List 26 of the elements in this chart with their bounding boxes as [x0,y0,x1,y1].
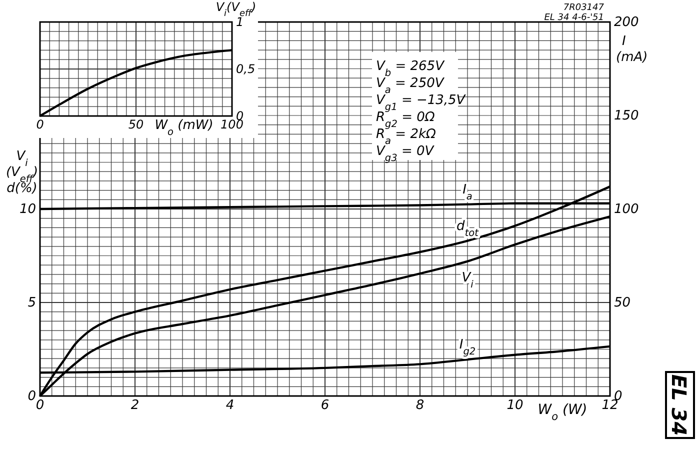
y-tick-label: 10 [19,202,36,218]
x-axis-title: W$_{o}$ (mW) [154,118,214,138]
series-label: I$_{g2}$ [459,338,476,358]
annotation: EL 34 4-6-'51 [544,13,604,23]
x-tick-label: 10 [506,398,524,414]
annotation: V$_{b}$ = 265V [376,59,446,78]
annotation: V$_{g3}$ = 0V [376,144,435,164]
y2-axis-title: I (mA) [616,34,648,65]
x-tick-label: 2 [130,398,140,414]
x-tick-label: 8 [416,398,424,414]
text: EL 34 [667,374,691,436]
y2-tick-label: 100 [614,202,639,218]
annotation: V$_{a}$ = 250V [376,76,445,96]
x-axis-title: W$_{o}$ (W) [538,402,588,423]
annotation: V$_{g1}$ = −13,5V [376,93,466,112]
series-label: V$_{i}$ [462,270,474,290]
y2-tick-label: 200 [614,15,639,30]
x-tick-label: 50 [128,118,144,132]
y-tick-label: 5 [28,296,36,311]
x-tick-label: 4 [226,398,234,414]
y2-tick-label: 50 [614,296,631,311]
text: 7R03147 [563,3,604,13]
y-axis-title: V$_{i}$ (V$_{eff}$) d(%) [6,149,38,196]
y-tick-label: 0,5 [236,62,256,76]
y2-tick-label: 150 [614,108,639,124]
x-tick-label: 6 [320,398,330,414]
